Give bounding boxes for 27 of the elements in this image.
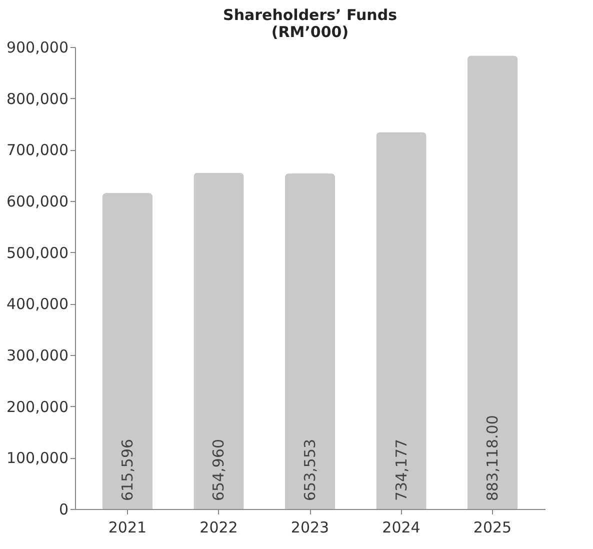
y-tick-label: 100,000 (6, 449, 68, 468)
y-tick-label: 800,000 (6, 90, 68, 108)
y-tick-label: 300,000 (6, 346, 68, 364)
data-label: 734,177 (392, 438, 410, 501)
y-tick-label: 900,000 (6, 38, 68, 56)
bar (467, 56, 518, 509)
chart-subtitle: (RM’000) (271, 23, 349, 41)
y-tick-label: 500,000 (6, 244, 68, 262)
bar (284, 174, 336, 509)
data-label: 653,553 (301, 438, 319, 501)
bar (376, 132, 426, 509)
bar (102, 192, 153, 509)
y-tick-label: 0 (58, 500, 68, 518)
data-label: 654,960 (210, 438, 228, 501)
y-tick-label: 400,000 (6, 295, 68, 314)
x-tick-label: 2022 (200, 518, 238, 536)
x-tick-label: 2023 (290, 518, 330, 536)
y-tick-label: 600,000 (6, 192, 68, 210)
y-tick-label: 200,000 (6, 398, 68, 416)
x-tick-label: 2021 (108, 518, 147, 536)
y-tick-label: 700,000 (6, 141, 68, 160)
data-label: 883,118.00 (484, 415, 502, 501)
x-tick-label: 2025 (473, 518, 512, 536)
x-tick-label: 2024 (382, 518, 420, 536)
chart-title: Shareholders’ Funds (223, 6, 398, 24)
bar (194, 172, 244, 509)
data-label: 615,596 (118, 438, 136, 501)
